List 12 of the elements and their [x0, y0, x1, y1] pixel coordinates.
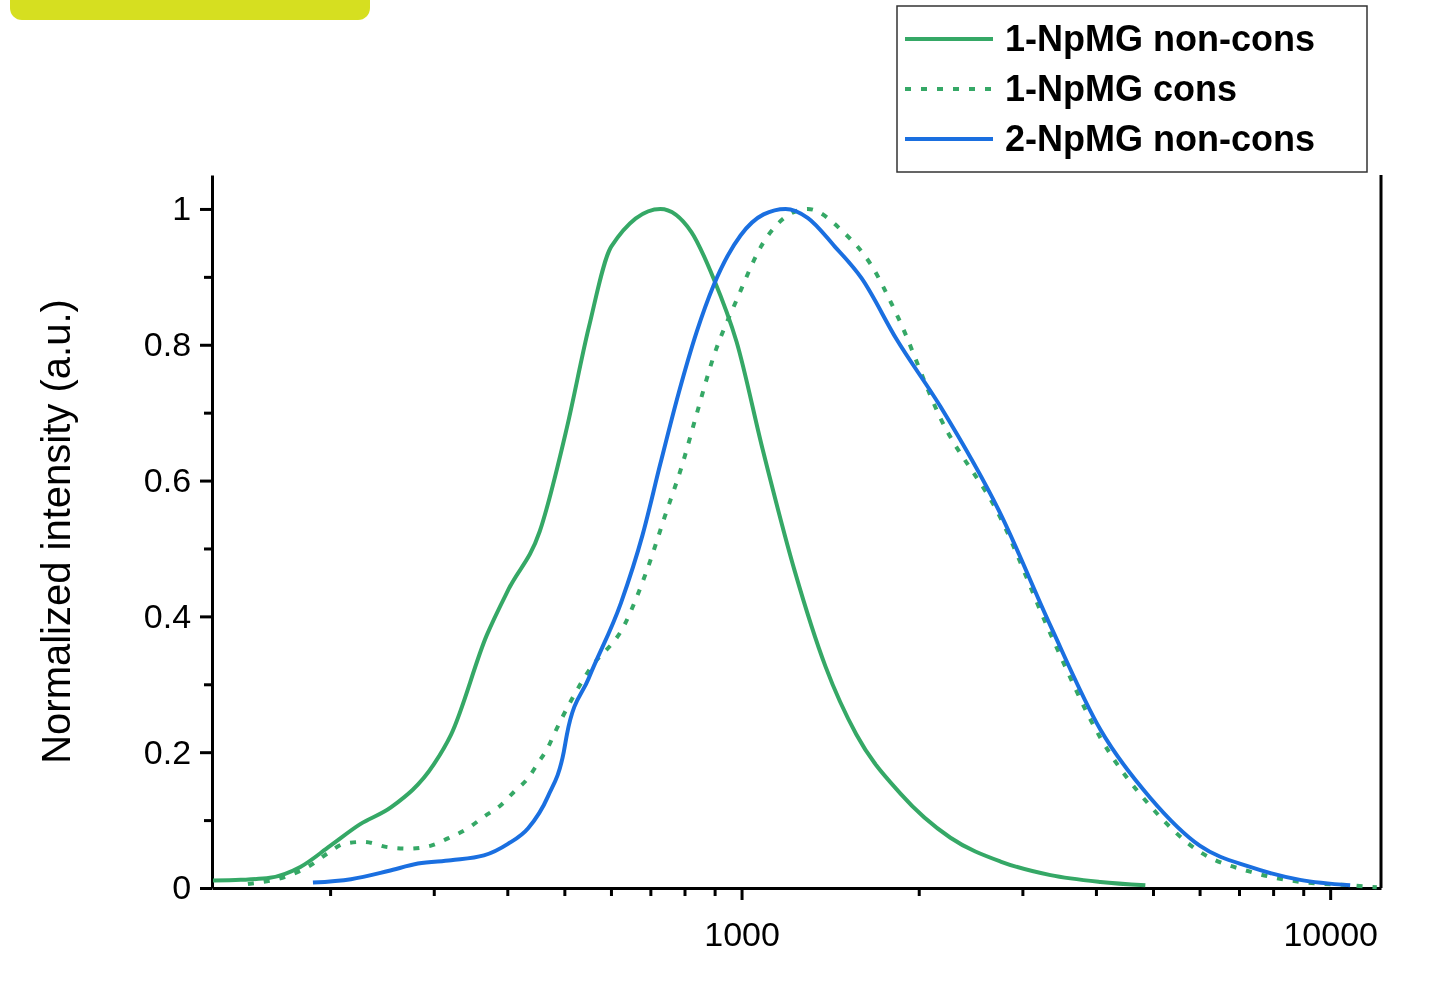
legend-label: 1-NpMG cons — [1005, 68, 1238, 109]
y-tick-label: 0.6 — [143, 460, 192, 499]
y-tick-label: 1 — [172, 189, 192, 228]
y-axis-title: Normalized intensity (a.u.) — [34, 299, 78, 764]
y-tick-label: 0.4 — [143, 596, 192, 635]
x-tick-label: 1000 — [704, 915, 780, 954]
y-tick-label: 0 — [172, 868, 192, 907]
y-tick-label: 0.2 — [143, 732, 192, 771]
y-tick-label: 0.8 — [143, 325, 192, 364]
legend-label: 2-NpMG non-cons — [1005, 118, 1315, 159]
x-tick-label: 10000 — [1283, 915, 1378, 954]
legend-label: 1-NpMG non-cons — [1005, 18, 1315, 59]
